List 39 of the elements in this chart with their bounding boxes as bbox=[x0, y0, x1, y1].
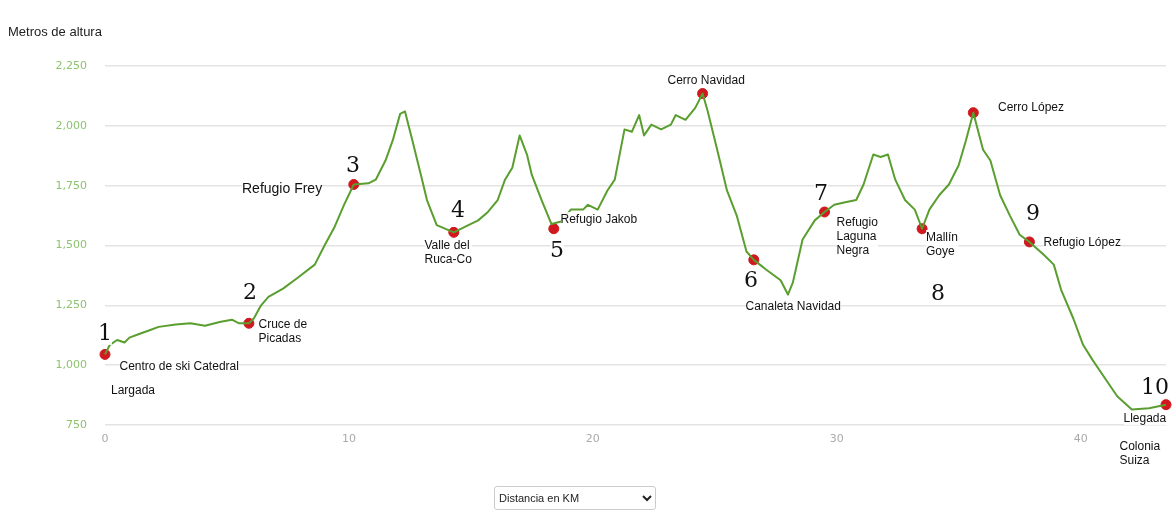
annotation: 6 bbox=[744, 267, 758, 292]
y-tick-label: 1,500 bbox=[55, 238, 87, 252]
annotation: Mallín Goye bbox=[926, 230, 959, 258]
annotation: Cerro Navidad bbox=[667, 73, 745, 87]
annotation: 3 bbox=[346, 152, 360, 177]
point bbox=[548, 223, 560, 235]
annotation: 4 bbox=[451, 197, 465, 222]
y-tick-label: 750 bbox=[66, 417, 87, 431]
annotation: Cruce de Picadas bbox=[258, 317, 308, 345]
x-tick-label: 30 bbox=[829, 432, 844, 446]
annotation: 8 bbox=[931, 280, 945, 305]
annotation: Centro de ski Catedral bbox=[119, 359, 239, 373]
annotation: 2 bbox=[243, 279, 257, 304]
annotation: 10 bbox=[1141, 374, 1169, 399]
annotation: 9 bbox=[1026, 200, 1040, 225]
annotation: Refugio López bbox=[1043, 235, 1121, 249]
y-tick-label: 1,250 bbox=[55, 298, 87, 312]
x-tick-label: 10 bbox=[341, 432, 356, 446]
x-axis-title: Distancia en KM bbox=[494, 486, 656, 510]
x-tick-label: 20 bbox=[585, 432, 600, 446]
annotation: Llegada bbox=[1123, 411, 1167, 425]
y-tick-label: 1,000 bbox=[55, 358, 87, 372]
y-tick-label: 1,750 bbox=[55, 178, 87, 192]
y-tick-label: 2,250 bbox=[55, 58, 87, 72]
x-tick-label: 0 bbox=[101, 432, 109, 446]
annotation: Canaleta Navidad bbox=[745, 299, 841, 313]
annotation: 5 bbox=[550, 237, 564, 262]
annotation: Refugio Jakob bbox=[560, 212, 638, 226]
annotation: Refugio Laguna Negra bbox=[836, 215, 878, 257]
y-tick-label: 2,000 bbox=[55, 118, 87, 132]
annotation: 1 bbox=[98, 320, 112, 345]
annotation: Valle del Ruca-Co bbox=[424, 238, 472, 266]
annotation: 7 bbox=[814, 180, 828, 205]
annotation: Refugio Frey bbox=[242, 180, 323, 196]
annotation: Cerro López bbox=[998, 100, 1065, 114]
x-tick-label: 40 bbox=[1073, 432, 1088, 446]
annotation: Largada bbox=[111, 383, 156, 397]
text: Colonia Suiza bbox=[1119, 439, 1161, 467]
y-axis-title: Metros de altura bbox=[8, 24, 102, 39]
